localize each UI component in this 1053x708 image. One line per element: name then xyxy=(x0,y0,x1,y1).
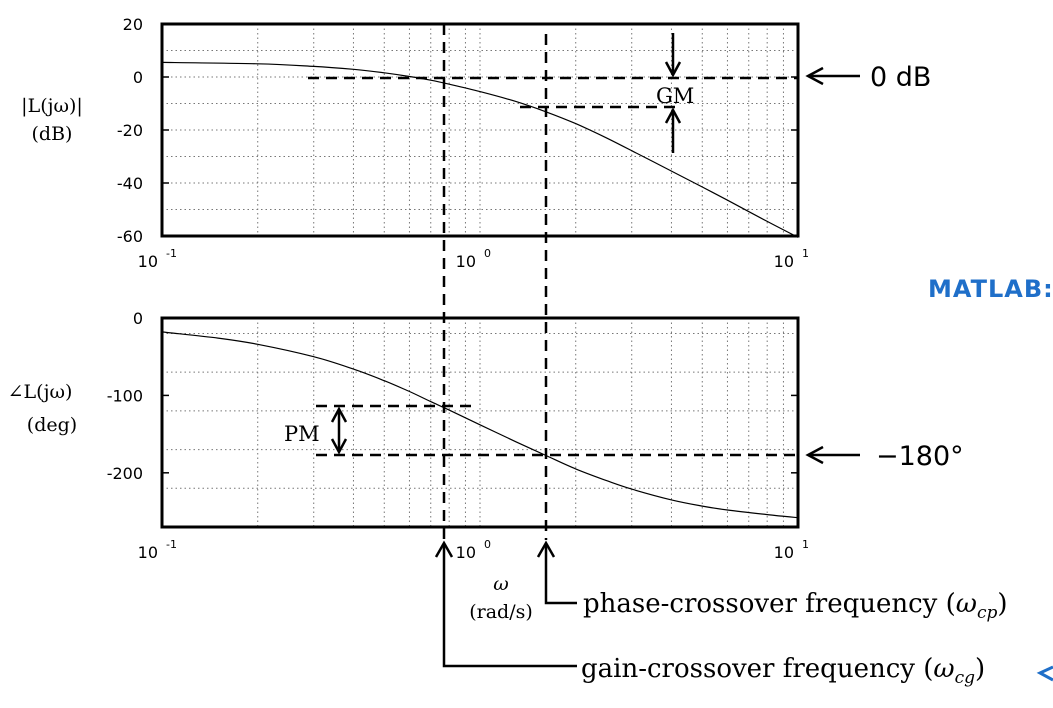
phase-ylabel-line2: (deg) xyxy=(27,414,77,436)
magnitude-ytick-label: 0 xyxy=(133,68,143,87)
magnitude-xtick-label: 10 xyxy=(456,252,476,271)
phase-xtick-label: 10 xyxy=(138,543,158,562)
construction-lines xyxy=(308,24,798,540)
phase-plot: 0 -100 -200 10 -1 10 0 10 1 xyxy=(107,309,809,562)
phase-grid xyxy=(162,318,798,527)
phase-crossover-callout-arrow xyxy=(544,545,577,605)
magnitude-ylabel-line2: (dB) xyxy=(32,123,73,145)
gain-crossover-label: gain-crossover frequency (ωcg) xyxy=(581,654,985,688)
omega-unit-label: (rad/s) xyxy=(469,601,533,623)
omega-axis-label: ω xyxy=(493,573,509,595)
magnitude-ytick-label: 20 xyxy=(123,15,143,34)
phase-xtick-label: 10 xyxy=(774,543,794,562)
magnitude-grid xyxy=(162,24,798,236)
magnitude-ytick-label: -40 xyxy=(117,174,143,193)
magnitude-xtick-label: 10 xyxy=(138,252,158,271)
pm-up-arrowhead xyxy=(330,406,348,423)
phase-ytick-label: -100 xyxy=(107,386,143,405)
magnitude-xtick-exponent: -1 xyxy=(166,247,177,260)
phase-ylabel-line1: ∠L(jω) xyxy=(8,381,73,403)
gm-label: GM xyxy=(656,84,694,108)
gain-crossover-arrowhead xyxy=(434,540,454,558)
phase-xtick-exponent: -1 xyxy=(166,538,177,551)
magnitude-tick-labels: 20 0 -20 -40 -60 10 -1 10 0 10 1 xyxy=(117,15,809,271)
annotation-arrows xyxy=(330,33,860,668)
minus-180-label: −180° xyxy=(876,441,964,472)
phase-axes-frame xyxy=(160,316,800,529)
handwritten-arrow-mark xyxy=(1036,665,1053,682)
phase-xtick-exponent: 1 xyxy=(802,538,809,551)
magnitude-curve xyxy=(161,61,799,238)
magnitude-axes-frame xyxy=(160,22,800,238)
pm-down-arrowhead xyxy=(330,438,348,455)
magnitude-ytick-label: -60 xyxy=(117,227,143,246)
magnitude-ylabel-line1: |L(jω)| xyxy=(21,95,83,117)
phase-xtick-label: 10 xyxy=(456,543,476,562)
phase-curve xyxy=(161,331,799,519)
zero-db-label: 0 dB xyxy=(870,62,931,93)
phase-xtick-exponent: 0 xyxy=(484,538,491,551)
magnitude-ytick-label: -20 xyxy=(117,121,143,140)
magnitude-plot: 20 0 -20 -40 -60 10 -1 10 0 10 1 xyxy=(117,15,809,271)
gain-crossover-callout-arrow xyxy=(442,545,577,668)
phase-crossover-label: phase-crossover frequency (ωcp) xyxy=(583,589,1008,623)
magnitude-xtick-exponent: 0 xyxy=(484,247,491,260)
gm-bottom-arrowhead xyxy=(664,107,682,124)
pm-label: PM xyxy=(284,422,320,446)
phase-ytick-label: -200 xyxy=(107,464,143,483)
zero-db-arrowhead xyxy=(805,66,824,86)
matlab-handwritten-note: MATLAB: xyxy=(928,275,1053,303)
phase-ytick-label: 0 xyxy=(133,309,143,328)
phase-tick-labels: 0 -100 -200 10 -1 10 0 10 1 xyxy=(107,309,809,562)
phase-crossover-arrowhead xyxy=(536,540,556,558)
magnitude-xtick-label: 10 xyxy=(774,252,794,271)
gm-top-arrowhead xyxy=(664,61,682,78)
minus-180-arrowhead xyxy=(805,445,824,465)
magnitude-xtick-exponent: 1 xyxy=(802,247,809,260)
